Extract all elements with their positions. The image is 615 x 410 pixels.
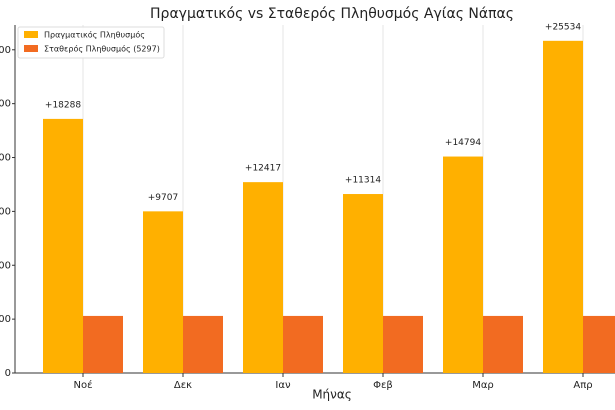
bar	[183, 315, 223, 373]
legend: Πραγματικός Πληθυσμός Σταθερός Πληθυσμός …	[17, 26, 165, 59]
legend-frame	[17, 26, 165, 59]
y-tick-label: 25000	[0, 99, 11, 110]
bar	[383, 315, 423, 373]
bar	[543, 40, 583, 373]
annotation: +9707	[148, 193, 178, 203]
bar	[283, 315, 323, 373]
y-tick-label: 20000	[0, 153, 11, 164]
bar	[483, 315, 523, 373]
legend-label: Πραγματικός Πληθυσμός	[44, 30, 145, 40]
legend-swatch	[24, 45, 38, 52]
x-axis-label: Μήνας	[312, 388, 352, 402]
x-tick-label: Φεβ	[373, 380, 393, 391]
y-tick-label: 30000	[0, 45, 11, 56]
annotation: +11314	[345, 176, 381, 186]
annotation: +14794	[445, 138, 481, 148]
bar	[343, 194, 383, 373]
x-tick-label: Απρ	[573, 380, 592, 391]
bar	[83, 315, 123, 373]
legend-label: Σταθερός Πληθυσμός (5297)	[44, 44, 160, 54]
y-tick-label: 15000	[0, 206, 11, 217]
bar	[583, 315, 615, 373]
legend-swatch	[24, 31, 38, 38]
y-tick-label: 0	[5, 368, 11, 379]
annotation: +12417	[245, 164, 281, 174]
x-tick-label: Μαρ	[472, 380, 494, 391]
bar	[43, 118, 83, 373]
bar	[143, 211, 183, 373]
x-tick-label: Δεκ	[174, 380, 192, 391]
y-tick-label: 5000	[0, 314, 11, 325]
x-tick-label: Ιαν	[275, 380, 291, 391]
annotation: +25534	[545, 22, 581, 32]
x-tick-label: Νοέ	[73, 379, 92, 391]
bar	[443, 156, 483, 373]
chart-title: Πραγματικός vs Σταθερός Πληθυσμός Αγίας …	[150, 6, 514, 22]
bar	[243, 182, 283, 373]
y-tick-label: 10000	[0, 260, 11, 271]
annotation: +18288	[45, 100, 81, 110]
